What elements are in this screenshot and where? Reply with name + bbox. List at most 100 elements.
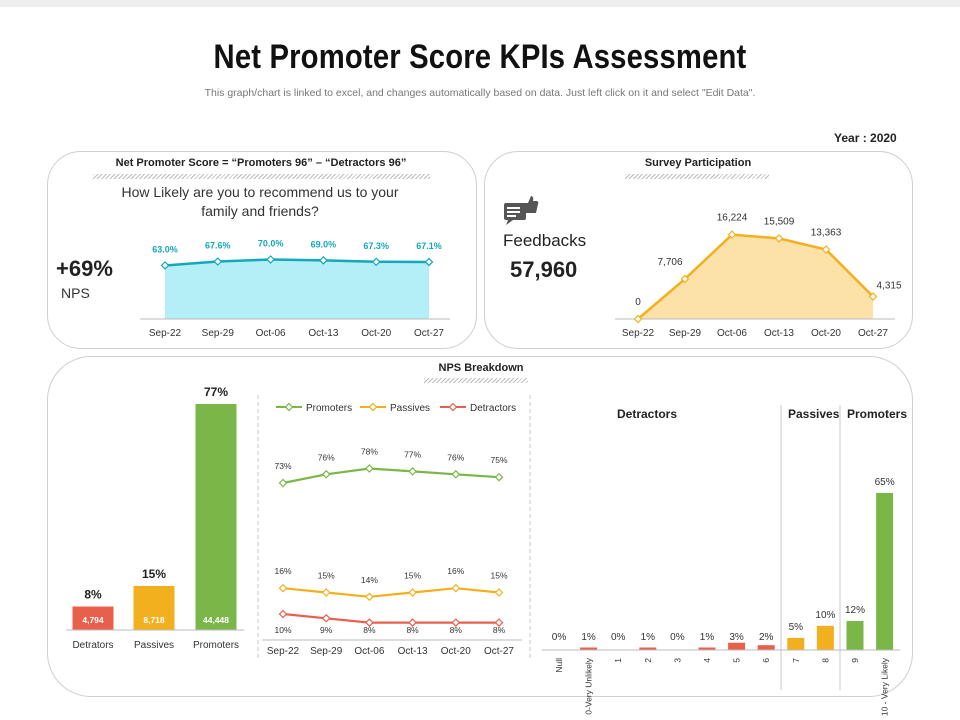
trend-data-label: 73% xyxy=(274,461,291,471)
survey-data-label: 16,224 xyxy=(717,213,748,224)
trend-tick-label: Sep-29 xyxy=(310,646,343,657)
survey-line xyxy=(637,233,874,320)
total-bar xyxy=(133,585,175,630)
nps-point xyxy=(160,261,170,270)
score-bar xyxy=(757,645,775,650)
page-subtitle: This graph/chart is linked to excel, and… xyxy=(204,87,756,99)
survey-panel-title: Survey Participation xyxy=(644,157,752,169)
score-bar-label: 3% xyxy=(729,632,744,643)
page-title: Net Promoter Score KPIs Assessment xyxy=(213,38,747,76)
trend-point xyxy=(494,618,504,627)
total-bar-label: 8% xyxy=(84,588,102,602)
nps-label: NPS xyxy=(61,285,90,301)
trend-tick-label: Oct-06 xyxy=(354,646,384,657)
nps-data-label: 70.0% xyxy=(258,239,284,249)
survey-title-underline xyxy=(625,174,769,179)
nps-data-label: 67.1% xyxy=(416,241,442,251)
survey-point xyxy=(868,292,878,301)
score-bar xyxy=(787,637,805,650)
legend-marker xyxy=(368,402,378,412)
nps-data-label: 69.0% xyxy=(311,239,337,249)
score-tick-label: 5 xyxy=(732,658,742,663)
survey-data-label: 13,363 xyxy=(811,228,842,239)
nps-data-label: 63.0% xyxy=(152,244,178,254)
score-bar xyxy=(580,647,598,650)
feedbacks-label: Feedbacks xyxy=(503,231,587,250)
survey-data-label: 15,509 xyxy=(764,216,795,227)
trend-data-label: 16% xyxy=(447,566,464,576)
score-tick-label: Null xyxy=(554,658,564,673)
nps-point xyxy=(213,257,223,266)
trend-data-label: 76% xyxy=(318,452,335,462)
nps-point xyxy=(266,255,275,264)
detractors-group-title: Detractors xyxy=(617,407,678,421)
legend-label: Passives xyxy=(390,403,430,414)
trend-point xyxy=(494,588,504,597)
total-bar-count: 4,794 xyxy=(82,615,104,625)
trend-data-label: 78% xyxy=(361,447,378,457)
score-tick-label: 4 xyxy=(702,658,712,663)
score-bar-label: 1% xyxy=(581,632,596,643)
nps-tick-label: Sep-29 xyxy=(202,328,235,339)
legend-label: Detractors xyxy=(470,403,516,414)
nps-point xyxy=(371,257,381,267)
nps-title-underline xyxy=(93,174,430,179)
trend-data-label: 8% xyxy=(406,625,419,635)
nps-tick-label: Oct-06 xyxy=(256,328,286,339)
survey-tick-label: Sep-22 xyxy=(622,328,655,339)
trend-data-label: 8% xyxy=(493,625,506,635)
feedbacks-value: 57,960 xyxy=(510,257,578,282)
trend-point xyxy=(408,618,417,627)
trend-data-label: 10% xyxy=(274,625,291,635)
score-tick-label: 2 xyxy=(643,658,653,663)
trend-data-label: 15% xyxy=(404,571,421,581)
score-bar xyxy=(639,647,657,650)
trend-data-label: 77% xyxy=(404,449,421,459)
total-bar xyxy=(72,606,114,630)
total-bar-label: 77% xyxy=(204,385,228,399)
nps-tick-label: Oct-13 xyxy=(308,328,338,339)
score-bar xyxy=(698,647,716,650)
nps-point xyxy=(424,257,434,267)
top-strip xyxy=(0,0,960,7)
legend-label: Promoters xyxy=(306,403,352,414)
passives-group-title: Passives xyxy=(788,407,840,421)
trend-data-label: 15% xyxy=(490,571,507,581)
score-bar-label: 1% xyxy=(700,632,715,643)
trend-point xyxy=(365,464,374,473)
trend-point xyxy=(451,618,461,627)
total-bar-category: Promoters xyxy=(193,640,239,651)
trend-point xyxy=(278,609,288,619)
nps-line xyxy=(164,258,430,267)
score-bar xyxy=(846,621,864,650)
score-bar-label: 2% xyxy=(759,632,774,643)
total-bar-category: Passives xyxy=(134,640,174,651)
total-bar-category: Detrators xyxy=(72,640,113,651)
trend-point xyxy=(278,583,288,593)
trend-data-label: 14% xyxy=(361,575,378,585)
trend-data-label: 16% xyxy=(274,566,291,576)
year-label: Year : 2020 xyxy=(834,131,897,145)
trend-data-label: 9% xyxy=(320,625,333,635)
trend-point xyxy=(365,618,374,627)
nps-question: How Likely are you to recommend us to yo… xyxy=(121,184,399,219)
nps-value: +69% xyxy=(56,256,113,281)
nps-tick-label: Sep-22 xyxy=(149,328,182,339)
score-tick-label: 6 xyxy=(761,658,771,663)
nps-data-label: 67.6% xyxy=(205,241,231,251)
score-bar-label: 0% xyxy=(552,632,567,643)
score-tick-label: 7 xyxy=(791,658,801,663)
breakdown-panel-title: NPS Breakdown xyxy=(438,362,524,374)
trend-data-label: 8% xyxy=(363,625,376,635)
total-bar-count: 8,718 xyxy=(143,615,165,625)
survey-data-label: 0 xyxy=(635,297,641,308)
legend-marker xyxy=(448,402,458,412)
legend-marker xyxy=(284,402,294,412)
nps-data-label: 67.3% xyxy=(363,241,389,251)
score-bar-label: 65% xyxy=(875,477,895,488)
trend-point xyxy=(451,469,461,479)
survey-point xyxy=(633,314,643,324)
score-bar-label: 5% xyxy=(789,622,804,633)
trend-point xyxy=(451,583,461,593)
nps-tick-label: Oct-27 xyxy=(414,328,444,339)
